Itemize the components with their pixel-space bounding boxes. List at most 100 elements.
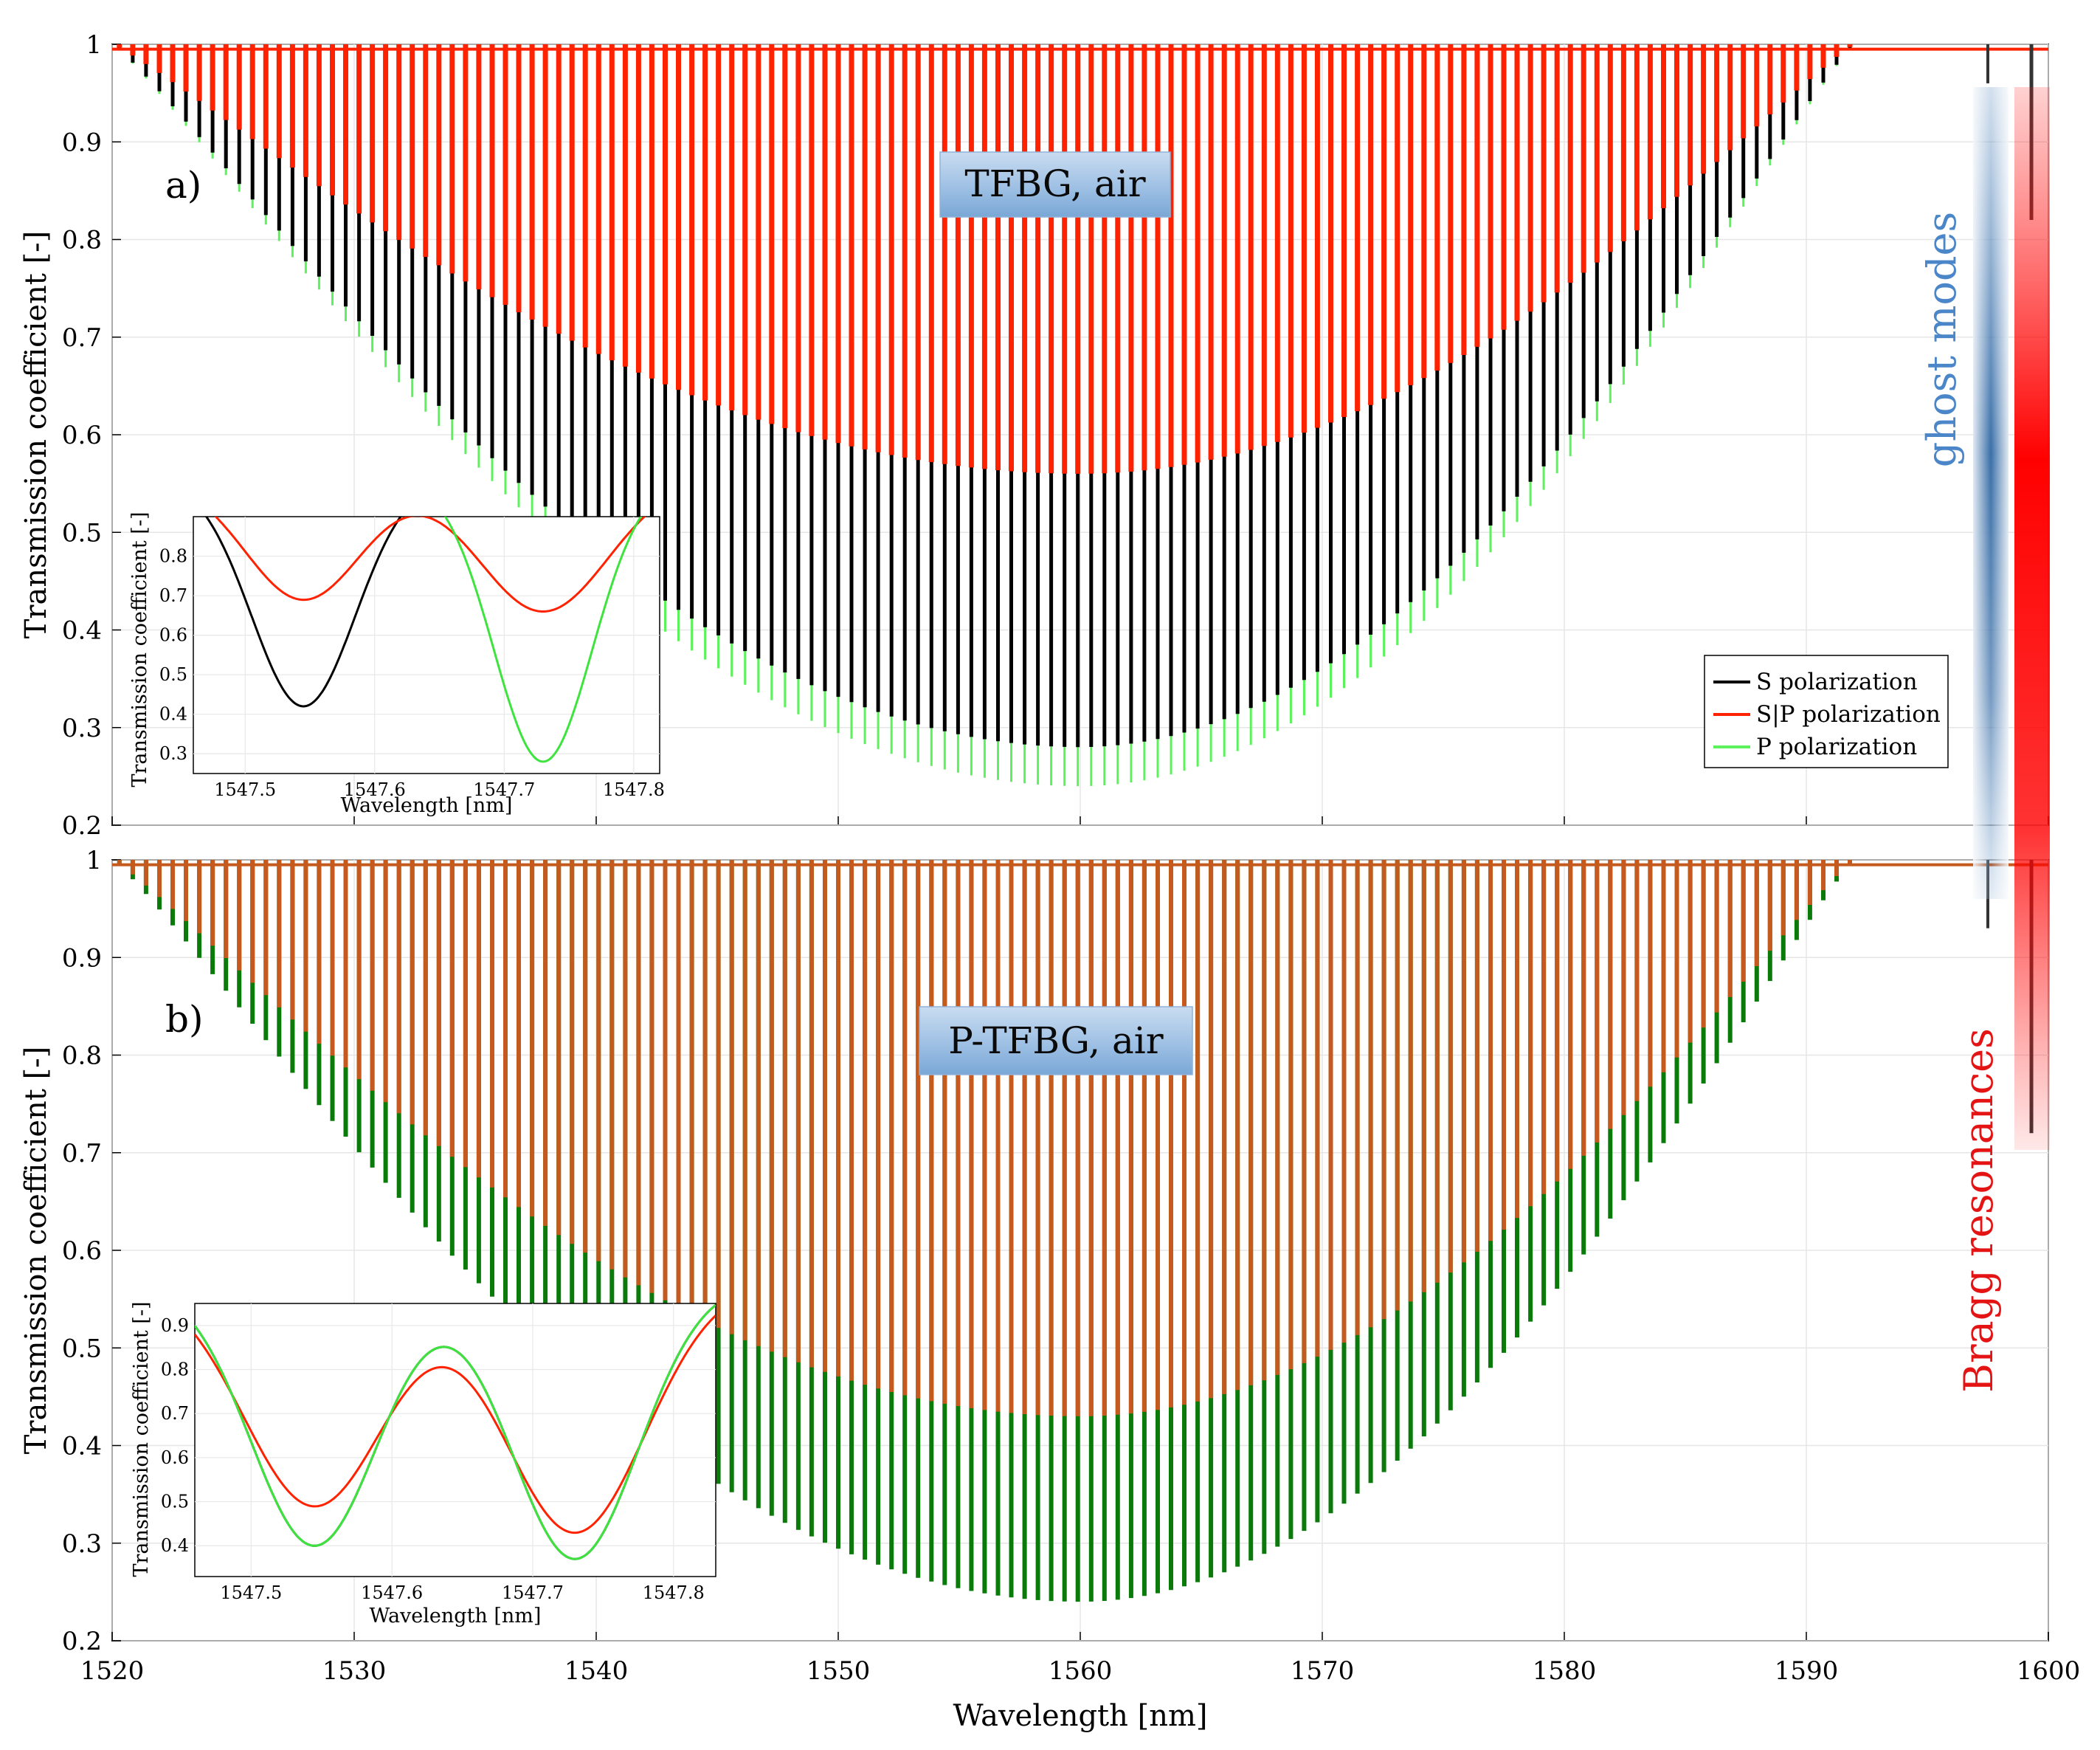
inset-series-ppolarization [443, 517, 643, 763]
y-tick-label: 0.9 [62, 128, 102, 157]
inset-x-tick-label: 1547.8 [643, 1582, 705, 1603]
inset-x-tick-label: 1547.6 [361, 1582, 423, 1603]
panel-a-label: a) [165, 164, 201, 207]
panel-b-title-background [919, 1006, 1193, 1075]
panel-a-inset-plot-area [193, 516, 660, 774]
panel-a-inset-x-label: Wavelength [nm] [341, 794, 513, 817]
x-tick-label: 1540 [564, 1656, 629, 1686]
panel-b-y-tick-labels: 0.2 0.3 0.4 0.5 0.6 0.7 0.8 0.9 1 [62, 846, 102, 1656]
y-tick-label: 1 [86, 30, 102, 60]
panel-b-label: b) [165, 998, 204, 1041]
inset-y-tick-label: 0.7 [161, 1403, 189, 1424]
panel-a-inset-y-tick-labels: 0.3 0.4 0.5 0.6 0.7 0.8 [159, 546, 187, 765]
panel-a-inset-x-tick-labels: 1547.5 1547.6 1547.7 1547.8 [214, 779, 665, 800]
x-tick-label: 1560 [1049, 1656, 1113, 1686]
x-tick-label: 1590 [1775, 1656, 1839, 1686]
legend: S polarization S|P polarization P polari… [1704, 655, 1949, 768]
bragg-resonances-band: Bragg resonances [1955, 87, 2050, 1393]
y-tick-label: 0.3 [62, 1529, 102, 1559]
inset-y-tick-label: 0.6 [159, 625, 187, 646]
panel-b-inset-plot-area [194, 1303, 716, 1577]
inset-x-tick-label: 1547.6 [344, 779, 406, 800]
inset-y-tick-label: 0.8 [161, 1360, 189, 1380]
panel-b-title: P-TFBG, air [948, 1019, 1163, 1062]
y-tick-label: 0.6 [62, 1236, 102, 1266]
inset-x-tick-label: 1547.7 [473, 779, 535, 800]
panel-a-y-tick-labels: 0.2 0.3 0.4 0.5 0.6 0.7 0.8 0.9 1 [62, 30, 102, 841]
panel-b-inset-y-label: Transmission coefficient [-] [130, 1302, 153, 1577]
ghost-modes-label: ghost modes [1918, 212, 1965, 467]
inset-x-tick-label: 1547.5 [220, 1582, 282, 1603]
inset-y-tick-label: 0.8 [159, 546, 187, 567]
legend-entry-sp: S|P polarization [1756, 701, 1941, 728]
y-tick-label: 0.5 [62, 1334, 102, 1363]
y-tick-label: 1 [86, 846, 102, 875]
resonance-dips-SP [117, 860, 1852, 1416]
inset-y-tick-label: 0.4 [159, 704, 187, 725]
inset-y-tick-label: 0.9 [161, 1315, 189, 1336]
panel-a-title-background [939, 151, 1171, 218]
panel-a-title: TFBG, air [964, 162, 1145, 205]
y-tick-label: 0.6 [62, 421, 102, 450]
panel-a: 0.2 0.3 0.4 0.5 0.6 0.7 0.8 0.9 1 Transmission c… [19, 30, 2049, 841]
legend-entry-s: S polarization [1756, 669, 1918, 695]
y-tick-label: 0.4 [62, 1432, 102, 1461]
ghost-modes-band: ghost modes [1918, 87, 2009, 899]
inset-y-tick-label: 0.5 [161, 1492, 189, 1512]
ghost-modes-band-edge [1973, 87, 2009, 899]
legend-entry-p: P polarization [1756, 734, 1917, 760]
panel-b-inset-series [195, 1303, 716, 1560]
panel-b-resonance-traces [112, 860, 2048, 1602]
bragg-resonances-label: Bragg resonances [1955, 1028, 2002, 1393]
panel-a-title-box: TFBG, air [939, 151, 1171, 218]
y-tick-label: 0.8 [62, 1041, 102, 1071]
y-tick-label: 0.2 [62, 1627, 102, 1656]
panel-b-inset: 0.40.50.60.70.80.9 1547.5 1547.6 1547.7 154… [130, 1302, 716, 1627]
inset-y-tick-label: 0.3 [159, 743, 187, 764]
inset-y-tick-label: 0.5 [159, 664, 187, 685]
inset-y-tick-label: 0.7 [159, 585, 187, 606]
y-tick-label: 0.8 [62, 226, 102, 255]
panel-b: 0.20.30.40.50.60.70.80.91 1520 1530 1540 15… [19, 846, 2080, 1686]
inset-series-sppolarization [195, 1315, 716, 1534]
inset-series-sppolarization [214, 517, 646, 613]
inset-x-tick-label: 1547.8 [603, 779, 665, 800]
x-tick-label: 1600 [2017, 1656, 2081, 1686]
y-tick-label: 0.5 [62, 518, 102, 548]
inset-series-spolarization [204, 517, 402, 708]
y-tick-label: 0.9 [62, 943, 102, 973]
panel-a-resonance-traces [112, 44, 2048, 787]
y-tick-label: 0.4 [62, 616, 102, 646]
inset-x-tick-label: 1547.5 [214, 779, 276, 800]
panel-a-inset-y-label: Transmission coefficient [-] [128, 512, 151, 788]
panel-a-inset: 0.30.40.50.60.70.8 1547.5 1547.6 1547.7 154… [128, 512, 665, 818]
y-tick-label: 0.2 [62, 811, 102, 841]
panel-a-inset-grid [193, 517, 660, 774]
x-axis-label: Wavelength [nm] [953, 1699, 1207, 1733]
panel-b-inset-x-tick-labels: 1547.5 1547.6 1547.7 1547.8 [220, 1582, 704, 1603]
x-tick-label: 1570 [1291, 1656, 1355, 1686]
x-tick-label: 1550 [807, 1656, 871, 1686]
inset-y-tick-label: 0.6 [161, 1447, 189, 1468]
bragg-resonances-band-fill [2014, 87, 2050, 1150]
panel-a-y-axis-label: Transmission coefficient [-] [19, 231, 53, 639]
resonance-dips-SP [117, 44, 1853, 474]
trace-group [112, 860, 2048, 1602]
inset-x-tick-label: 1547.7 [502, 1582, 564, 1603]
x-tick-label: 1530 [322, 1656, 387, 1686]
panel-b-y-axis-label: Transmission coefficient [-] [19, 1047, 53, 1455]
panel-a-inset-series [204, 517, 646, 763]
panel-b-inset-x-label: Wavelength [nm] [370, 1605, 542, 1627]
y-tick-label: 0.7 [62, 323, 102, 353]
x-tick-label: 1520 [80, 1656, 145, 1686]
x-tick-labels: 1520 1530 1540 1550 1560 1570 1580 1590 1600 [80, 1656, 2081, 1686]
panel-b-inset-y-tick-labels: 0.4 0.5 0.6 0.7 0.8 0.9 [161, 1315, 189, 1556]
legend-box [1704, 655, 1949, 768]
y-tick-label: 0.7 [62, 1139, 102, 1168]
y-tick-label: 0.3 [62, 714, 102, 743]
inset-series-ppolarization [195, 1303, 716, 1560]
x-tick-label: 1580 [1533, 1656, 1597, 1686]
trace-group [112, 44, 2048, 787]
panel-b-title-box: P-TFBG, air [919, 1006, 1193, 1075]
